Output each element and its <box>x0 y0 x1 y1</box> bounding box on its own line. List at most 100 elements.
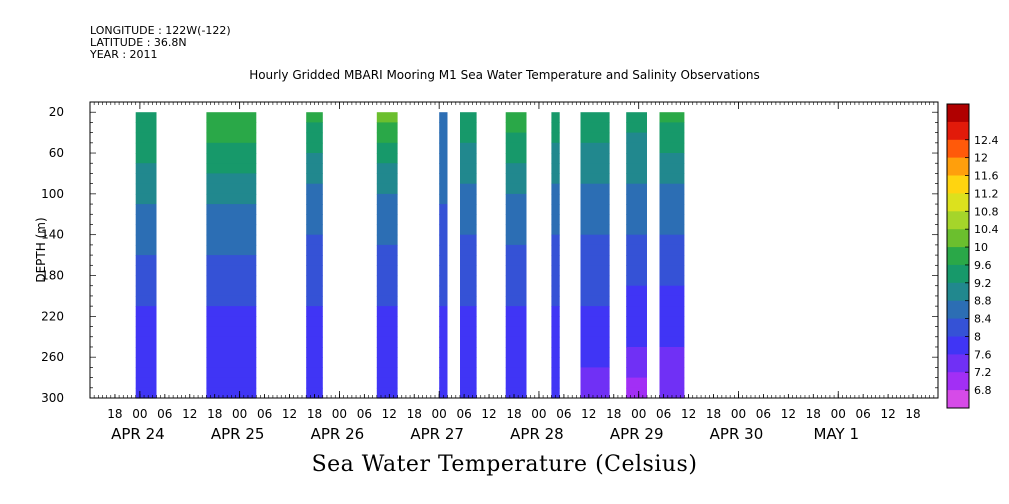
data-band <box>551 367 560 379</box>
data-band <box>135 275 157 287</box>
data-band <box>460 244 477 256</box>
data-band <box>306 347 323 358</box>
data-band <box>659 255 685 266</box>
data-band <box>580 255 610 266</box>
x-day-label: APR 25 <box>211 425 265 443</box>
colorbar-label: 8.4 <box>974 313 992 326</box>
data-band <box>376 163 398 174</box>
x-tick-label: 18 <box>107 407 122 421</box>
data-band <box>306 224 323 236</box>
data-band <box>376 367 398 379</box>
data-band <box>439 214 448 226</box>
data-band <box>551 244 560 256</box>
data-band <box>659 173 685 185</box>
data-band <box>206 234 257 246</box>
data-band <box>439 336 448 348</box>
data-band <box>306 234 323 246</box>
colorbar-swatch <box>947 121 969 141</box>
data-band <box>206 132 257 144</box>
data-band <box>580 193 610 205</box>
data-band <box>460 336 477 348</box>
data-band <box>135 193 157 205</box>
data-band <box>135 255 157 266</box>
data-band <box>626 347 647 358</box>
data-band <box>626 112 647 123</box>
x-day-label: APR 26 <box>311 425 365 443</box>
data-band <box>439 204 448 215</box>
colorbar-swatch <box>947 336 969 355</box>
data-band <box>626 142 647 154</box>
data-band <box>580 234 610 246</box>
data-band <box>505 347 527 358</box>
data-band <box>306 377 323 389</box>
data-band <box>306 255 323 266</box>
data-band <box>580 153 610 164</box>
data-band <box>206 316 257 328</box>
data-band <box>580 244 610 256</box>
data-band <box>439 367 448 379</box>
x-tick-label: 18 <box>606 407 621 421</box>
data-band <box>206 153 257 164</box>
data-band <box>135 163 157 174</box>
data-band <box>505 306 527 317</box>
data-band <box>580 163 610 174</box>
data-band <box>460 347 477 358</box>
longitude-label: LONGITUDE : 122W(-122) <box>90 24 231 37</box>
colorbar-swatch <box>947 372 969 391</box>
data-band <box>439 153 448 164</box>
data-band <box>460 112 477 123</box>
data-band <box>626 214 647 226</box>
data-band <box>659 163 685 174</box>
data-band <box>206 142 257 154</box>
x-tick-label: 12 <box>182 407 197 421</box>
y-tick-label: 140 <box>41 228 64 242</box>
data-band <box>580 224 610 236</box>
data-band <box>580 265 610 277</box>
data-band <box>460 193 477 205</box>
data-band <box>505 112 527 123</box>
data-band <box>460 357 477 368</box>
colorbar-label: 7.2 <box>974 366 992 379</box>
data-band <box>306 306 323 317</box>
data-band <box>439 285 448 297</box>
data-band <box>659 367 685 379</box>
x-tick-label: 00 <box>432 407 447 421</box>
data-band <box>439 163 448 174</box>
data-band <box>206 367 257 379</box>
data-band <box>439 387 448 399</box>
data-band <box>551 193 560 205</box>
data-band <box>505 295 527 307</box>
data-band <box>135 244 157 256</box>
data-band <box>135 234 157 246</box>
x-tick-label: 18 <box>407 407 422 421</box>
data-band <box>659 357 685 368</box>
data-band <box>460 163 477 174</box>
data-band <box>135 387 157 399</box>
colorbar-swatch <box>947 139 969 159</box>
x-tick-label: 12 <box>382 407 397 421</box>
data-band <box>376 112 398 123</box>
data-band <box>505 316 527 328</box>
data-band <box>135 132 157 144</box>
data-band <box>135 295 157 307</box>
colorbar-swatch <box>947 300 969 320</box>
data-band <box>135 153 157 164</box>
x-day-label: APR 30 <box>710 425 764 443</box>
data-band <box>135 347 157 358</box>
data-band <box>439 295 448 307</box>
data-band <box>580 306 610 317</box>
y-tick-label: 300 <box>41 391 64 405</box>
colorbar-swatch <box>947 318 969 337</box>
x-tick-label: 00 <box>132 407 147 421</box>
data-band <box>505 377 527 389</box>
colorbar-swatch <box>947 157 969 176</box>
data-band <box>460 132 477 144</box>
data-band <box>135 265 157 277</box>
colorbar-label: 8.8 <box>974 295 992 308</box>
data-band <box>626 367 647 379</box>
x-tick-label: 06 <box>856 407 871 421</box>
data-band <box>551 306 560 317</box>
colorbar-label: 12.4 <box>974 134 999 147</box>
data-band <box>439 224 448 236</box>
colorbar-swatch <box>947 229 969 248</box>
